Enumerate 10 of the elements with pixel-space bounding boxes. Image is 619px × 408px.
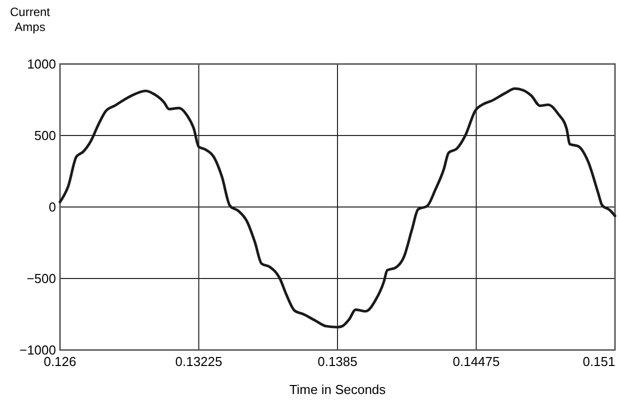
y-tick-label: 1000: [27, 56, 56, 72]
y-tick-label: 0: [48, 200, 56, 215]
x-tick-label: 0.13225: [175, 354, 222, 369]
y-tick-label: −500: [26, 271, 56, 286]
x-tick-label: 0.14475: [452, 354, 500, 369]
y-tick-label: 500: [34, 128, 56, 144]
x-tick-label: 0.151: [582, 354, 616, 369]
x-axis-title: Time in Seconds: [289, 382, 386, 397]
x-tick-label: 0.1385: [318, 354, 358, 369]
y-axis-title: Current Amps: [10, 5, 51, 34]
